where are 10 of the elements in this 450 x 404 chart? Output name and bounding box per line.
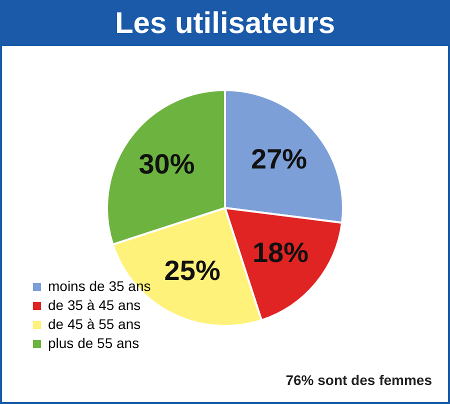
data-label: 25% (164, 255, 220, 286)
text: 76% sont des femmes (286, 372, 432, 388)
data-label: 27% (250, 143, 308, 174)
chart-title: Les utilisateurs (2, 2, 448, 46)
legend-label: de 45 à 55 ans (48, 316, 141, 332)
data-label: 30% (138, 148, 195, 180)
data-label: 18% (252, 236, 309, 268)
legend-label: plus de 55 ans (48, 335, 140, 351)
legend-label: de 35 à 45 ans (48, 297, 141, 313)
legend-label: moins de 35 ans (48, 278, 151, 294)
